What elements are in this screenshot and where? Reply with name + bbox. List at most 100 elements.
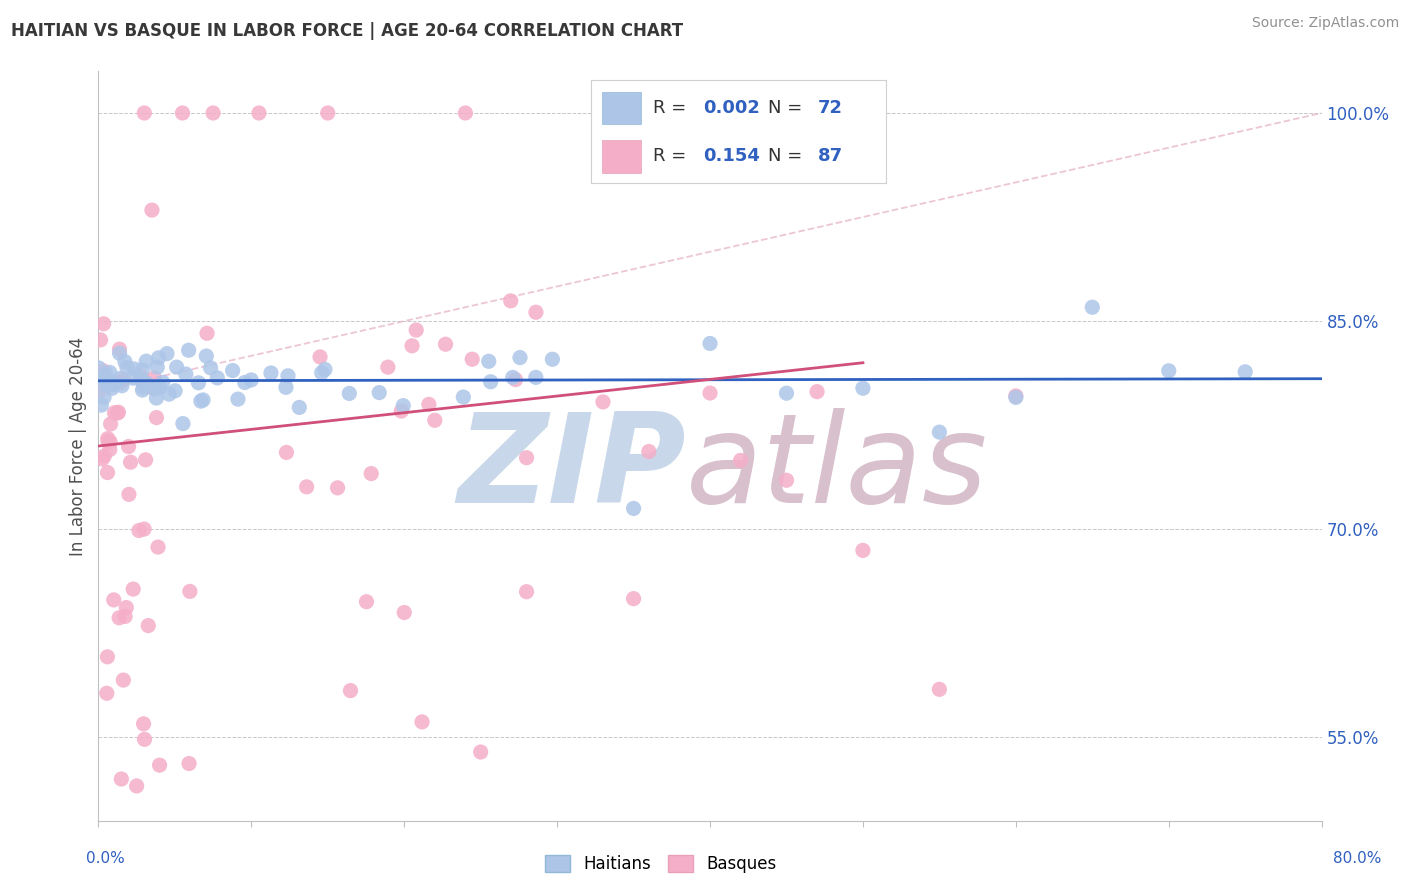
Point bbox=[97, 377, 120, 392]
Point bbox=[221, 363, 243, 377]
Point bbox=[541, 352, 564, 367]
Text: 80.0%: 80.0% bbox=[1333, 851, 1381, 865]
Point bbox=[148, 351, 170, 365]
Point bbox=[295, 480, 318, 494]
Point bbox=[195, 326, 218, 341]
Point bbox=[110, 371, 132, 385]
Point bbox=[101, 381, 124, 395]
Point bbox=[129, 369, 152, 384]
Point bbox=[115, 600, 138, 615]
Point bbox=[132, 522, 155, 536]
Text: 87: 87 bbox=[818, 147, 844, 165]
Point bbox=[110, 772, 132, 786]
Point bbox=[93, 390, 115, 404]
Point bbox=[108, 342, 131, 356]
Point bbox=[93, 317, 115, 331]
Point bbox=[98, 442, 121, 457]
Point bbox=[195, 349, 218, 363]
Point bbox=[470, 745, 492, 759]
Point bbox=[141, 380, 163, 394]
Point bbox=[132, 373, 155, 387]
Point bbox=[132, 380, 155, 394]
Point bbox=[96, 649, 118, 664]
Point bbox=[96, 686, 118, 700]
Point bbox=[405, 323, 427, 337]
Point bbox=[505, 373, 527, 387]
Point bbox=[91, 452, 114, 467]
Point bbox=[314, 362, 336, 376]
Text: R =: R = bbox=[652, 147, 692, 165]
Point bbox=[120, 455, 142, 469]
Point bbox=[134, 106, 156, 120]
Point bbox=[135, 452, 157, 467]
Point bbox=[97, 434, 120, 448]
Point bbox=[143, 371, 166, 385]
Point bbox=[461, 352, 484, 367]
Point bbox=[177, 343, 200, 358]
Point bbox=[131, 383, 153, 397]
Point bbox=[122, 582, 145, 596]
Text: ZIP: ZIP bbox=[457, 408, 686, 529]
Point bbox=[730, 453, 752, 467]
Point bbox=[103, 406, 125, 420]
Point bbox=[103, 593, 125, 607]
Legend: Haitians, Basques: Haitians, Basques bbox=[538, 848, 783, 880]
Point bbox=[288, 401, 311, 415]
Point bbox=[240, 373, 263, 387]
Point bbox=[454, 106, 477, 120]
Point bbox=[93, 449, 115, 463]
Point bbox=[233, 376, 256, 390]
Point bbox=[146, 360, 169, 375]
Text: 0.002: 0.002 bbox=[703, 99, 759, 117]
Point bbox=[143, 382, 166, 396]
Point bbox=[179, 584, 201, 599]
Point bbox=[1081, 300, 1104, 314]
Point bbox=[623, 501, 645, 516]
Point bbox=[392, 606, 416, 620]
Point bbox=[94, 368, 117, 382]
Y-axis label: In Labor Force | Age 20-64: In Labor Force | Age 20-64 bbox=[69, 336, 87, 556]
Point bbox=[699, 336, 721, 351]
Point bbox=[499, 293, 522, 308]
Point bbox=[172, 417, 194, 431]
Point bbox=[103, 377, 125, 392]
Point bbox=[699, 386, 721, 401]
Text: 0.154: 0.154 bbox=[703, 147, 759, 165]
Point bbox=[524, 370, 547, 384]
Point bbox=[110, 376, 132, 390]
Point bbox=[190, 394, 212, 409]
Point bbox=[478, 354, 501, 368]
Point bbox=[98, 434, 121, 449]
Point bbox=[1004, 389, 1026, 403]
Point bbox=[152, 376, 174, 390]
FancyBboxPatch shape bbox=[602, 92, 641, 124]
Point bbox=[434, 337, 457, 351]
Point bbox=[108, 611, 131, 625]
Point bbox=[111, 378, 134, 392]
Point bbox=[360, 467, 382, 481]
Point bbox=[277, 368, 299, 383]
Point bbox=[377, 360, 399, 375]
Point bbox=[852, 543, 875, 558]
Point bbox=[623, 591, 645, 606]
Point bbox=[114, 609, 136, 624]
Point bbox=[260, 366, 283, 380]
Point bbox=[806, 384, 828, 399]
Point bbox=[637, 444, 661, 458]
Point bbox=[928, 682, 950, 697]
Point bbox=[165, 384, 187, 398]
Point bbox=[134, 732, 156, 747]
Point bbox=[118, 487, 141, 501]
Point bbox=[368, 385, 391, 400]
Point bbox=[93, 371, 115, 385]
Point bbox=[117, 440, 139, 454]
Text: N =: N = bbox=[768, 99, 807, 117]
Point bbox=[136, 376, 159, 391]
Point bbox=[125, 779, 148, 793]
Point bbox=[479, 375, 502, 389]
Point bbox=[326, 481, 349, 495]
Point bbox=[89, 384, 111, 398]
Point bbox=[98, 365, 121, 379]
Point bbox=[93, 364, 115, 378]
Point bbox=[157, 387, 180, 401]
